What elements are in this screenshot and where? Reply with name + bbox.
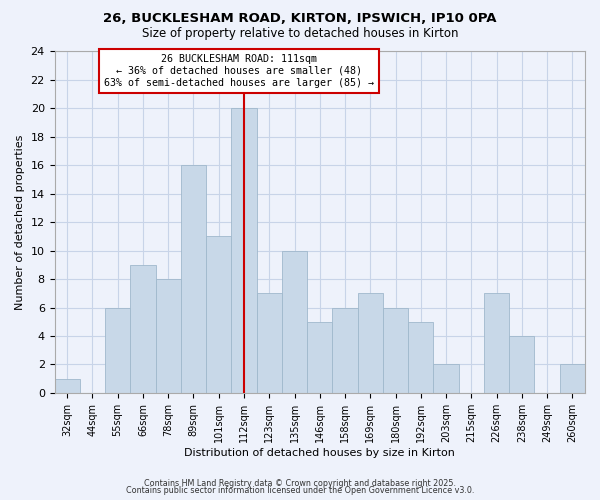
Bar xyxy=(257,294,282,393)
Bar xyxy=(509,336,535,393)
Text: 26 BUCKLESHAM ROAD: 111sqm
← 36% of detached houses are smaller (48)
63% of semi: 26 BUCKLESHAM ROAD: 111sqm ← 36% of deta… xyxy=(104,54,374,88)
Bar xyxy=(408,322,433,393)
Bar xyxy=(130,265,155,393)
Bar xyxy=(560,364,585,393)
Bar xyxy=(358,294,383,393)
Bar xyxy=(232,108,257,393)
Bar xyxy=(155,279,181,393)
Bar xyxy=(282,250,307,393)
Bar xyxy=(383,308,408,393)
X-axis label: Distribution of detached houses by size in Kirton: Distribution of detached houses by size … xyxy=(184,448,455,458)
Bar xyxy=(206,236,232,393)
Bar xyxy=(332,308,358,393)
Bar xyxy=(307,322,332,393)
Bar xyxy=(181,166,206,393)
Bar xyxy=(484,294,509,393)
Text: Contains HM Land Registry data © Crown copyright and database right 2025.: Contains HM Land Registry data © Crown c… xyxy=(144,478,456,488)
Text: 26, BUCKLESHAM ROAD, KIRTON, IPSWICH, IP10 0PA: 26, BUCKLESHAM ROAD, KIRTON, IPSWICH, IP… xyxy=(103,12,497,26)
Bar xyxy=(433,364,458,393)
Bar xyxy=(105,308,130,393)
Text: Contains public sector information licensed under the Open Government Licence v3: Contains public sector information licen… xyxy=(126,486,474,495)
Y-axis label: Number of detached properties: Number of detached properties xyxy=(15,134,25,310)
Text: Size of property relative to detached houses in Kirton: Size of property relative to detached ho… xyxy=(142,28,458,40)
Bar xyxy=(55,378,80,393)
